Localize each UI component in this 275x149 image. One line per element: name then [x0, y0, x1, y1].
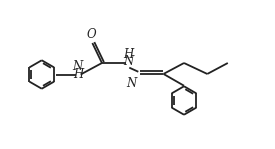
Text: N: N: [126, 77, 136, 90]
Text: H: H: [73, 68, 83, 81]
Text: N: N: [123, 55, 133, 68]
Text: N: N: [73, 60, 83, 73]
Text: H: H: [123, 48, 133, 61]
Text: O: O: [87, 28, 97, 41]
